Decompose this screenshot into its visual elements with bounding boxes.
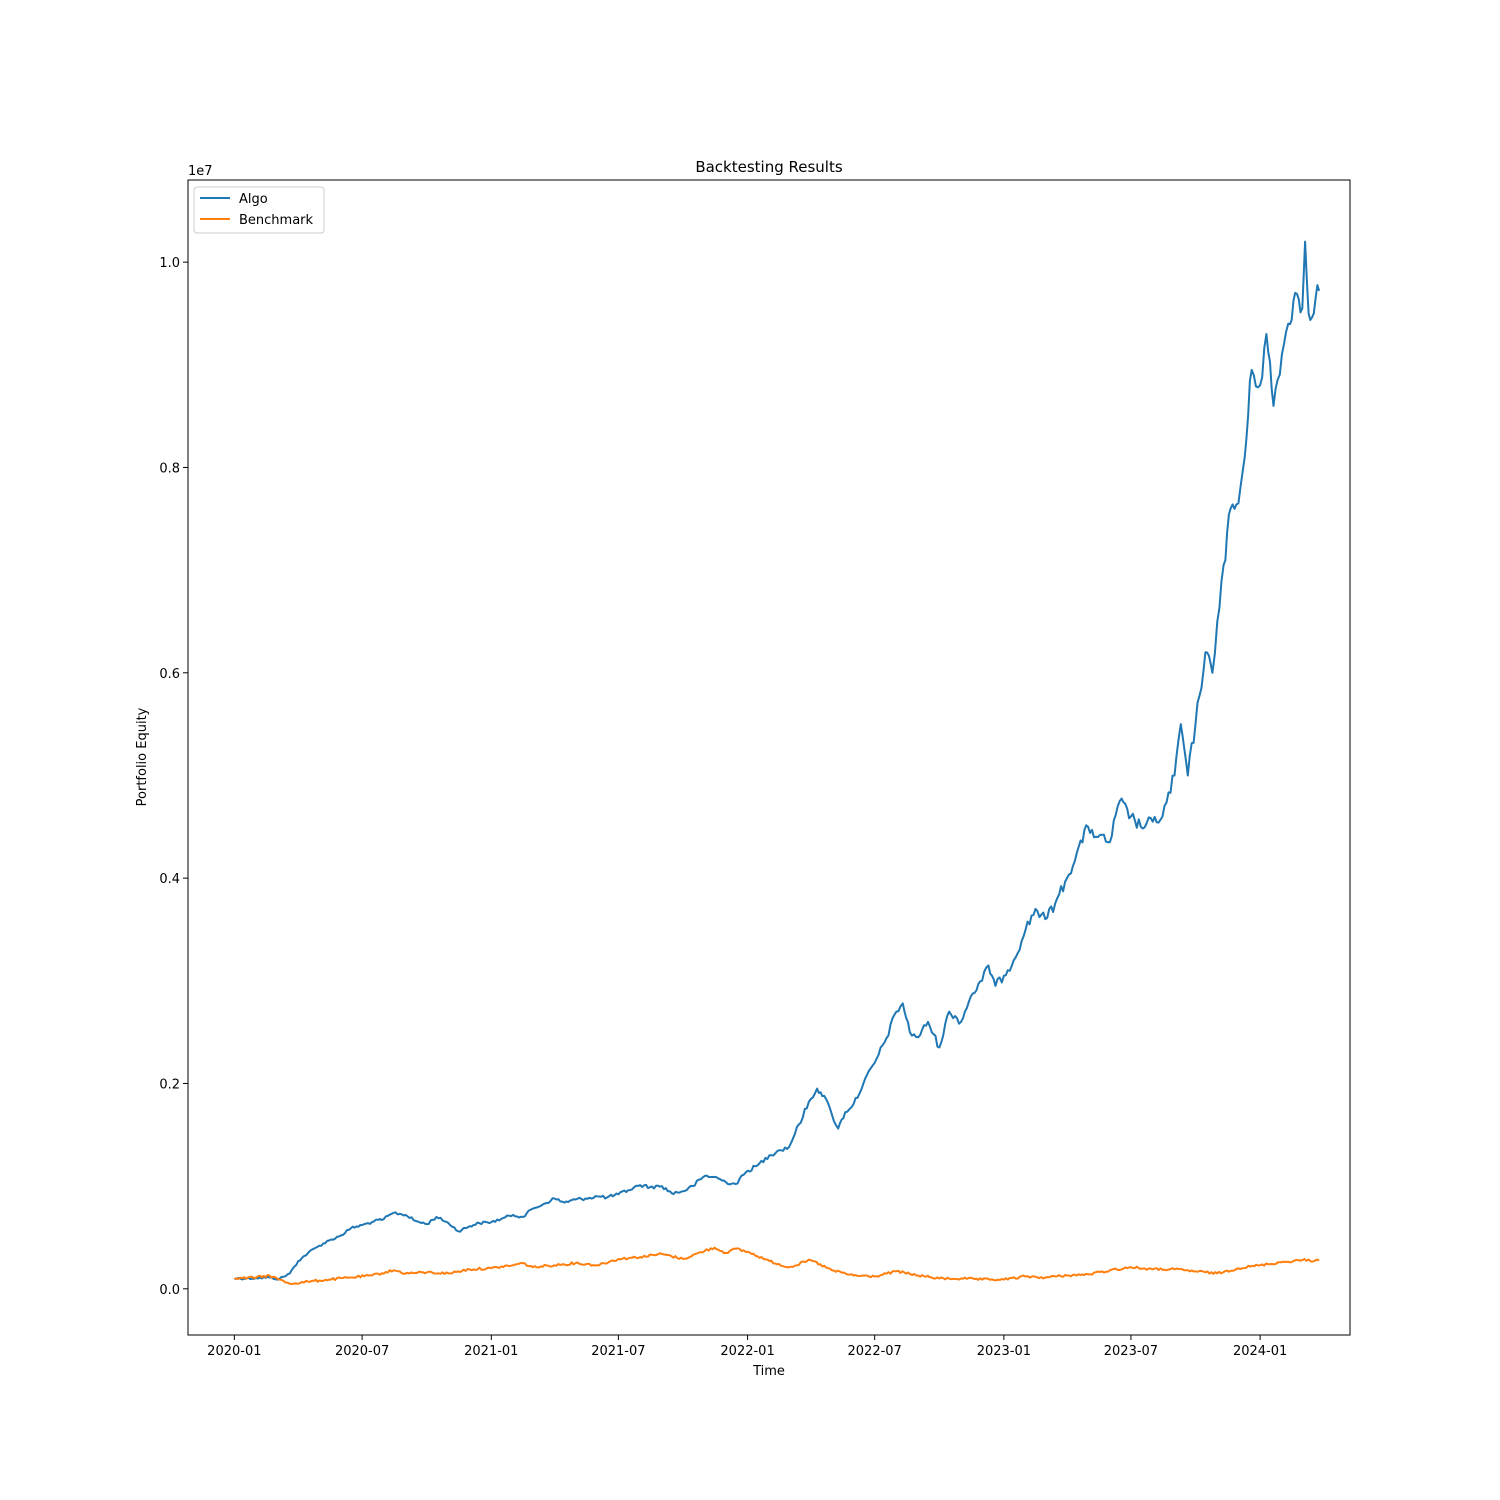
- x-tick-label: 2023-01: [977, 1344, 1031, 1359]
- x-axis-label: Time: [752, 1364, 785, 1379]
- legend-label-benchmark: Benchmark: [239, 213, 314, 228]
- y-tick-label: 0.8: [159, 461, 180, 476]
- chart-title: Backtesting Results: [695, 158, 843, 176]
- y-tick-label: 0.2: [159, 1077, 180, 1092]
- x-tick-label: 2020-01: [207, 1344, 261, 1359]
- y-axis-label: Portfolio Equity: [135, 707, 150, 806]
- y-axis-offset: 1e7: [188, 164, 213, 179]
- y-tick-label: 0.4: [159, 872, 180, 887]
- x-tick-label: 2022-07: [848, 1344, 902, 1359]
- legend: Algo Benchmark: [193, 186, 325, 234]
- x-tick-label: 2024-01: [1233, 1344, 1287, 1359]
- x-tick-label: 2020-07: [335, 1344, 389, 1359]
- series-line-algo: [234, 240, 1321, 1281]
- y-tick-label: 0.0: [159, 1283, 180, 1298]
- y-tick-label: 1.0: [159, 256, 180, 271]
- series-lines: [234, 240, 1321, 1285]
- series-line-benchmark: [234, 1246, 1320, 1285]
- x-tick-label: 2021-07: [591, 1344, 645, 1359]
- legend-label-algo: Algo: [239, 192, 268, 207]
- x-tick-label: 2021-01: [464, 1344, 518, 1359]
- x-axis-ticks: 2020-01 2020-07 2021-01 2021-07 2022-01 2022-…: [207, 1335, 1287, 1359]
- y-axis-ticks: 0.0 0.2 0.4 0.6 0.8 1.0: [159, 256, 188, 1298]
- y-tick-label: 0.6: [159, 667, 180, 682]
- x-tick-label: 2022-01: [720, 1344, 774, 1359]
- x-tick-label: 2023-07: [1104, 1344, 1158, 1359]
- plot-frame: [187, 179, 1351, 1336]
